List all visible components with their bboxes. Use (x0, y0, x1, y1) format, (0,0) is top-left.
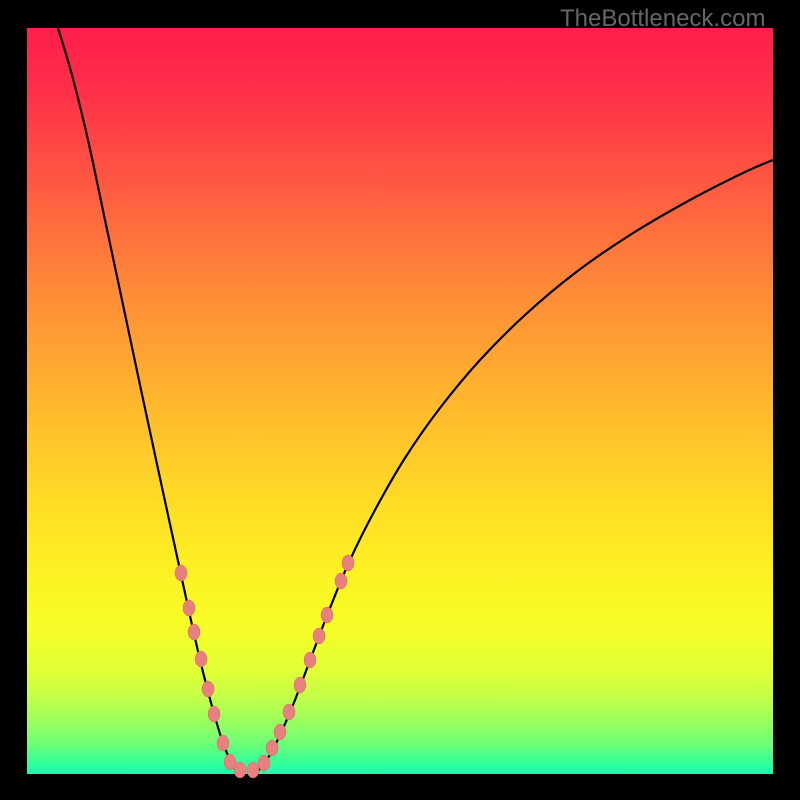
data-marker (335, 573, 347, 589)
data-marker (304, 652, 316, 668)
data-marker (188, 624, 200, 640)
plot-background (27, 28, 773, 774)
data-marker (274, 724, 286, 740)
data-marker (208, 706, 220, 722)
data-marker (258, 755, 270, 771)
data-marker (294, 677, 306, 693)
data-marker (321, 607, 333, 623)
data-marker (175, 565, 187, 581)
data-marker (217, 735, 229, 751)
plot-svg (0, 0, 800, 800)
data-marker (247, 762, 259, 778)
data-marker (195, 651, 207, 667)
data-marker (342, 555, 354, 571)
data-marker (202, 681, 214, 697)
data-marker (313, 628, 325, 644)
data-marker (283, 704, 295, 720)
data-marker (266, 740, 278, 756)
chart-container: TheBottleneck.com (0, 0, 800, 800)
data-marker (234, 762, 246, 778)
watermark-text: TheBottleneck.com (560, 5, 765, 33)
data-marker (183, 600, 195, 616)
